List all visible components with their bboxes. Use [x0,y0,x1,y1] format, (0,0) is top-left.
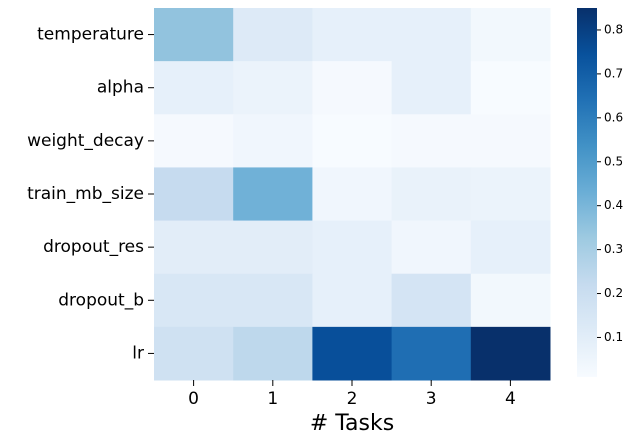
heatmap-cell [470,167,551,222]
heatmap-cell [312,61,393,115]
x-tick-label: 4 [505,389,516,409]
heatmap-cell [312,326,393,381]
heatmap-cell [470,8,551,62]
heatmap-cell [470,273,551,328]
heatmap-cell [391,167,472,222]
heatmap-cell [233,8,313,62]
colorbar-tick-label: 0.8 [604,22,623,36]
heatmap-cell [154,167,234,222]
y-tick-label: dropout_res [43,237,144,257]
heatmap-cell [312,8,393,62]
heatmap-cell [154,114,234,168]
x-tick-label: 0 [188,389,199,409]
heatmap-cell [154,273,234,328]
y-tick-label: alpha [97,78,144,98]
heatmap-cell [470,114,551,168]
colorbar [577,8,597,377]
x-tick-label: 2 [347,389,358,409]
heatmap-cell [233,220,313,275]
heatmap-cell [233,167,313,222]
heatmap-cell [391,8,472,62]
heatmap-cell [470,220,551,275]
heatmap-cell [312,114,393,168]
y-tick-label: dropout_b [58,290,144,310]
heatmap-cell [391,61,472,115]
y-tick-label: weight_decay [27,131,144,151]
heatmap-cell [154,61,234,115]
y-tick-label: temperature [37,25,144,45]
colorbar-tick-label: 0.3 [604,242,623,256]
colorbar-tick-label: 0.7 [604,66,623,80]
heatmap-cell [391,273,472,328]
colorbar-tick-label: 0.1 [604,330,623,344]
x-axis-label: # Tasks [310,411,394,436]
heatmap-cell [391,220,472,275]
heatmap-cell [470,326,551,381]
colorbar-tick-label: 0.4 [604,198,623,212]
colorbar-tick-label: 0.6 [604,110,623,124]
heatmap-cell [233,61,313,115]
heatmap-cell [312,167,393,222]
heatmap-cell [233,326,313,381]
y-tick-label: lr [132,343,144,363]
heatmap-cell [470,61,551,115]
heatmap-cell [312,273,393,328]
heatmap-cell [154,326,234,381]
heatmap-cell [233,273,313,328]
heatmap-cell [391,114,472,168]
colorbar-tick-label: 0.5 [604,154,623,168]
x-tick-label: 3 [426,389,437,409]
heatmap-cell [312,220,393,275]
colorbar-tick-label: 0.2 [604,286,623,300]
y-tick-label: train_mb_size [27,184,144,204]
heatmap-cell [154,8,234,62]
heatmap-cell [391,326,472,381]
x-tick-label: 1 [267,389,278,409]
heatmap-cell [233,114,313,168]
heatmap-cell [154,220,234,275]
